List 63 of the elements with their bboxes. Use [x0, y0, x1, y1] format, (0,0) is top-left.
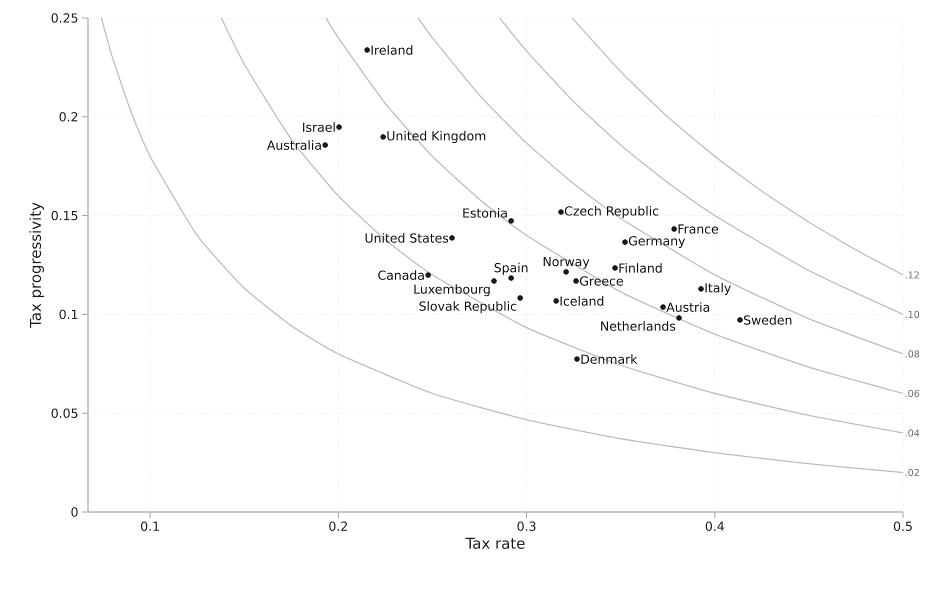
annotation: Australia — [266, 140, 321, 150]
point — [660, 304, 666, 310]
annotation: Slovak Republic — [419, 301, 516, 314]
point — [563, 269, 569, 275]
y-tick-label: 0.2 — [60, 112, 78, 122]
point — [558, 209, 564, 215]
point — [622, 239, 628, 245]
y-axis-title: Tax progressivity — [29, 202, 44, 328]
annotation: Austria — [666, 302, 710, 312]
point — [508, 218, 514, 224]
annotation: Israel — [303, 122, 335, 132]
annotation: Netherlands — [601, 321, 676, 331]
point — [425, 272, 431, 278]
point — [364, 47, 370, 53]
y-tick-label: 0 — [71, 507, 78, 517]
point — [322, 142, 328, 148]
point — [671, 226, 677, 232]
x-tick-label: 0.5 — [894, 522, 912, 531]
point — [517, 295, 523, 301]
x-axis-title: Tax rate — [466, 538, 525, 549]
x-tick-label: 0.4 — [706, 522, 724, 531]
annotation: Canada — [378, 270, 424, 280]
annotation: Sweden — [744, 315, 792, 325]
x-tick-label: 0.2 — [329, 522, 347, 531]
annotation: Norway — [544, 257, 590, 269]
point — [574, 356, 580, 362]
series-label: .12 — [906, 271, 919, 278]
point — [449, 235, 455, 241]
annotation: Czech Republic — [564, 206, 658, 218]
point — [553, 298, 559, 304]
series-label: .02 — [906, 468, 919, 476]
annotation: Estonia — [463, 208, 507, 218]
annotation: Denmark — [581, 354, 638, 364]
y-tick-label: 0.05 — [52, 408, 78, 418]
annotation: Spain — [494, 262, 528, 275]
annotation: France — [678, 224, 718, 234]
annotation: Greece — [580, 276, 623, 286]
point — [612, 265, 618, 271]
annotation: Iceland — [560, 296, 604, 306]
annotation: Ireland — [372, 45, 412, 55]
x-tick-label: 0.3 — [517, 522, 536, 531]
point — [508, 275, 514, 281]
point — [336, 124, 342, 130]
series-label: .06 — [906, 390, 920, 398]
y-tick-label: 0.25 — [52, 13, 78, 23]
x-tick-label: 0.1 — [141, 522, 159, 531]
annotation: Finland — [619, 263, 662, 273]
y-tick-label: 0.15 — [52, 210, 78, 220]
annotation: United Kingdom — [387, 130, 486, 143]
annotation: Italy — [705, 282, 731, 295]
point — [491, 278, 497, 284]
point — [380, 134, 386, 140]
series-label: .08 — [906, 350, 920, 358]
point — [737, 317, 743, 323]
series-label: .04 — [906, 429, 920, 437]
point — [676, 315, 682, 321]
annotation: United States — [366, 233, 448, 243]
series-label: .10 — [906, 310, 920, 318]
annotation: Germany — [628, 236, 686, 248]
y-tick-label: 0.1 — [60, 310, 78, 320]
annotation: Luxembourg — [414, 284, 490, 296]
point — [698, 286, 704, 292]
point — [573, 278, 579, 284]
